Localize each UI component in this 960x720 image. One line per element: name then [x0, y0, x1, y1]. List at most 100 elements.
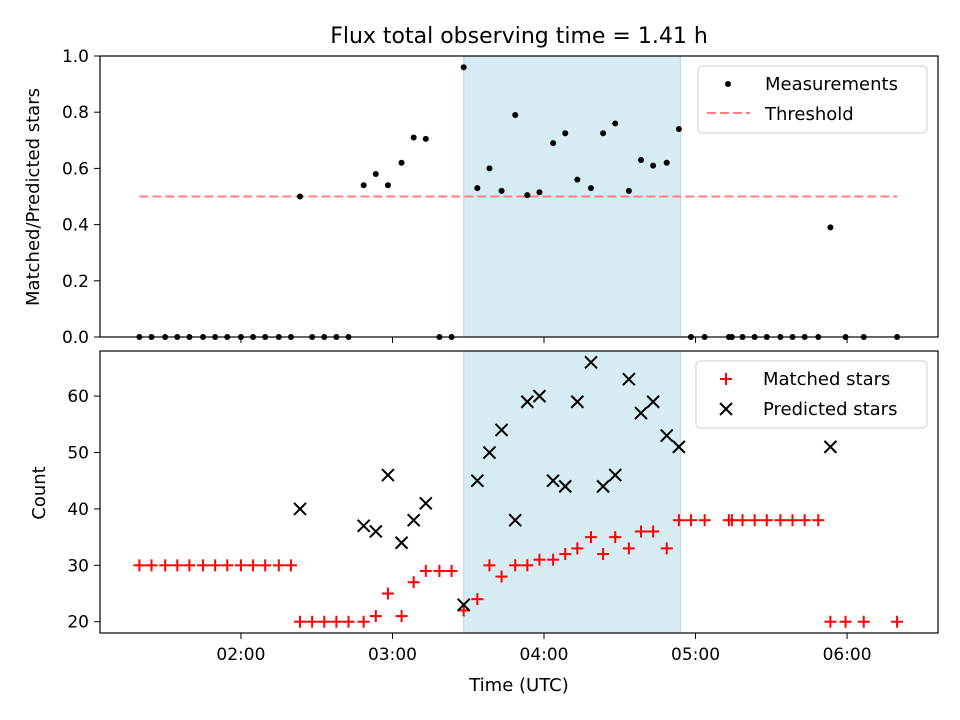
measurement-point	[637, 156, 644, 163]
bottom-x-axis-label: Time (UTC)	[468, 675, 569, 696]
matched-point	[559, 548, 572, 561]
predicted-point	[419, 496, 433, 510]
predicted-point	[369, 524, 383, 539]
bottom-ytick-label: 30	[67, 556, 89, 576]
bottom-xtick-label: 05:00	[671, 645, 720, 665]
measurement-point	[536, 189, 543, 196]
matched-point	[774, 514, 787, 527]
measurement-point	[384, 182, 391, 189]
bottom-xtick-label: 06:00	[823, 645, 872, 665]
matched-point	[133, 559, 146, 572]
matched-point	[357, 615, 370, 628]
legend-label-matched: Matched stars	[763, 369, 890, 390]
bottom-legend-box	[695, 360, 928, 429]
matched-point	[159, 559, 172, 572]
measurement-point	[410, 134, 417, 141]
legend-marker-measurements	[725, 81, 731, 87]
measurement-point	[474, 185, 481, 192]
predicted-point	[634, 406, 648, 420]
matched-point	[857, 615, 870, 628]
matched-point	[891, 615, 904, 628]
predicted-point	[622, 372, 636, 386]
matched-point	[395, 610, 408, 623]
legend-marker-predicted	[719, 402, 733, 416]
panel-top: 0.0 0.2 0.4 0.6 0.8 1.0 Matched/Predicted sta…	[23, 47, 939, 348]
matched-point	[407, 576, 420, 589]
matched-point	[209, 559, 222, 572]
predicted-point	[406, 513, 421, 527]
matched-point	[812, 514, 825, 527]
matched-point	[433, 564, 446, 577]
measurement-point	[600, 130, 607, 137]
matched-point	[609, 531, 622, 544]
measurement-point	[574, 176, 581, 183]
measurement-point	[625, 187, 632, 194]
matched-point	[533, 553, 546, 566]
bottom-ytick-label: 40	[67, 500, 89, 520]
matched-point	[483, 559, 496, 572]
legend-label-threshold: Threshold	[764, 104, 854, 125]
predicted-point	[381, 468, 395, 482]
legend-label-measurements: Measurements	[765, 74, 898, 95]
matched-point	[330, 615, 343, 628]
matched-point	[197, 559, 210, 572]
bottom-xtick-label: 03:00	[368, 645, 417, 665]
predicted-point	[508, 513, 522, 527]
top-ytick-label: 0.4	[62, 216, 89, 236]
predicted-point	[394, 536, 409, 550]
figure-title: Flux total observing time = 1.41 h	[330, 24, 708, 49]
measurement-point	[372, 171, 379, 178]
top-ytick-label: 0.6	[62, 159, 89, 179]
matched-point	[259, 559, 272, 572]
bottom-axes-frame	[99, 350, 939, 634]
matched-point	[272, 559, 285, 572]
matched-point	[284, 559, 297, 572]
top-legend-box	[697, 65, 928, 134]
matched-point	[597, 548, 610, 561]
matched-point	[445, 564, 458, 577]
bottom-y-axis-label: Count	[29, 466, 50, 519]
matched-point	[634, 525, 647, 538]
measurement-point	[297, 193, 304, 200]
top-axes-frame	[99, 55, 939, 338]
bottom-xtick-label: 02:00	[216, 645, 265, 665]
matched-point	[660, 542, 673, 555]
matched-point	[294, 615, 307, 628]
matched-point	[183, 559, 196, 572]
predicted-point	[584, 355, 598, 369]
predicted-point	[608, 468, 622, 482]
predicted-point	[596, 479, 610, 494]
matched-point	[318, 615, 331, 628]
matched-point	[509, 559, 522, 572]
matched-point	[725, 514, 738, 527]
measurement-point	[550, 140, 557, 147]
predicted-point	[470, 474, 485, 488]
panel-bottom: 20 30 40 50 60 02:00 03:00 04:00 05:00 06:00 Cou…	[29, 350, 939, 696]
measurement-point	[562, 130, 569, 137]
matched-point	[584, 531, 597, 544]
predicted-point	[356, 519, 371, 533]
predicted-point	[482, 445, 497, 460]
matched-point	[748, 514, 761, 527]
bottom-ytick-label: 20	[67, 613, 89, 633]
matched-point	[622, 542, 635, 555]
top-ytick-label: 0.8	[62, 103, 89, 123]
bottom-ytick-label: 50	[67, 444, 89, 464]
matched-point	[521, 559, 534, 572]
measurement-point	[650, 162, 657, 169]
top-ytick-label: 0.2	[62, 272, 89, 292]
top-ytick-label: 1.0	[62, 47, 89, 67]
measurement-point	[498, 187, 505, 194]
top-y-axis-label: Matched/Predicted stars	[23, 88, 44, 306]
matched-point	[247, 559, 260, 572]
bottom-legend: Matched stars Predicted stars	[695, 360, 928, 429]
measurement-point	[675, 126, 682, 133]
matched-point	[221, 559, 234, 572]
predicted-point	[456, 598, 471, 612]
matched-point	[798, 514, 811, 527]
measurement-point	[512, 112, 519, 119]
legend-marker-matched	[720, 373, 732, 385]
bottom-ytick-label: 60	[67, 387, 89, 407]
predicted-point	[546, 474, 560, 488]
